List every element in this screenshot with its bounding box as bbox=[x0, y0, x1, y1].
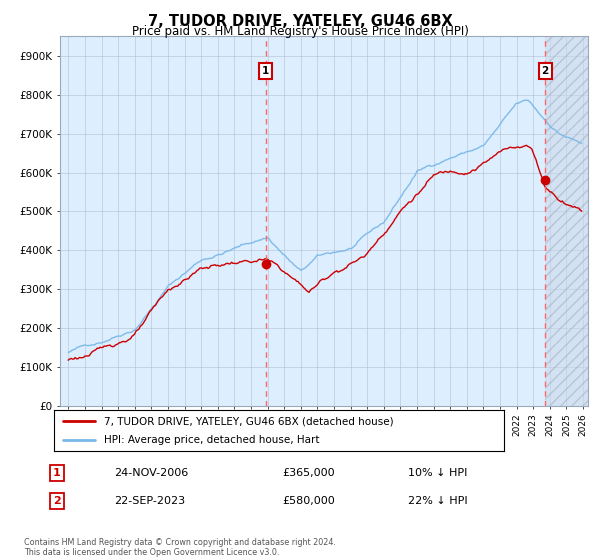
Text: Contains HM Land Registry data © Crown copyright and database right 2024.
This d: Contains HM Land Registry data © Crown c… bbox=[24, 538, 336, 557]
Text: £580,000: £580,000 bbox=[282, 496, 335, 506]
Text: Price paid vs. HM Land Registry's House Price Index (HPI): Price paid vs. HM Land Registry's House … bbox=[131, 25, 469, 38]
Text: 1: 1 bbox=[53, 468, 61, 478]
Text: 22% ↓ HPI: 22% ↓ HPI bbox=[408, 496, 467, 506]
Text: 1: 1 bbox=[262, 67, 269, 76]
Text: 10% ↓ HPI: 10% ↓ HPI bbox=[408, 468, 467, 478]
Bar bbox=[545, 36, 592, 406]
Text: 24-NOV-2006: 24-NOV-2006 bbox=[114, 468, 188, 478]
Text: 7, TUDOR DRIVE, YATELEY, GU46 6BX: 7, TUDOR DRIVE, YATELEY, GU46 6BX bbox=[148, 14, 452, 29]
Text: £365,000: £365,000 bbox=[282, 468, 335, 478]
Text: 22-SEP-2023: 22-SEP-2023 bbox=[114, 496, 185, 506]
Text: 2: 2 bbox=[53, 496, 61, 506]
Text: 7, TUDOR DRIVE, YATELEY, GU46 6BX (detached house): 7, TUDOR DRIVE, YATELEY, GU46 6BX (detac… bbox=[104, 417, 393, 426]
Text: 2: 2 bbox=[542, 67, 549, 76]
Text: HPI: Average price, detached house, Hart: HPI: Average price, detached house, Hart bbox=[104, 435, 319, 445]
